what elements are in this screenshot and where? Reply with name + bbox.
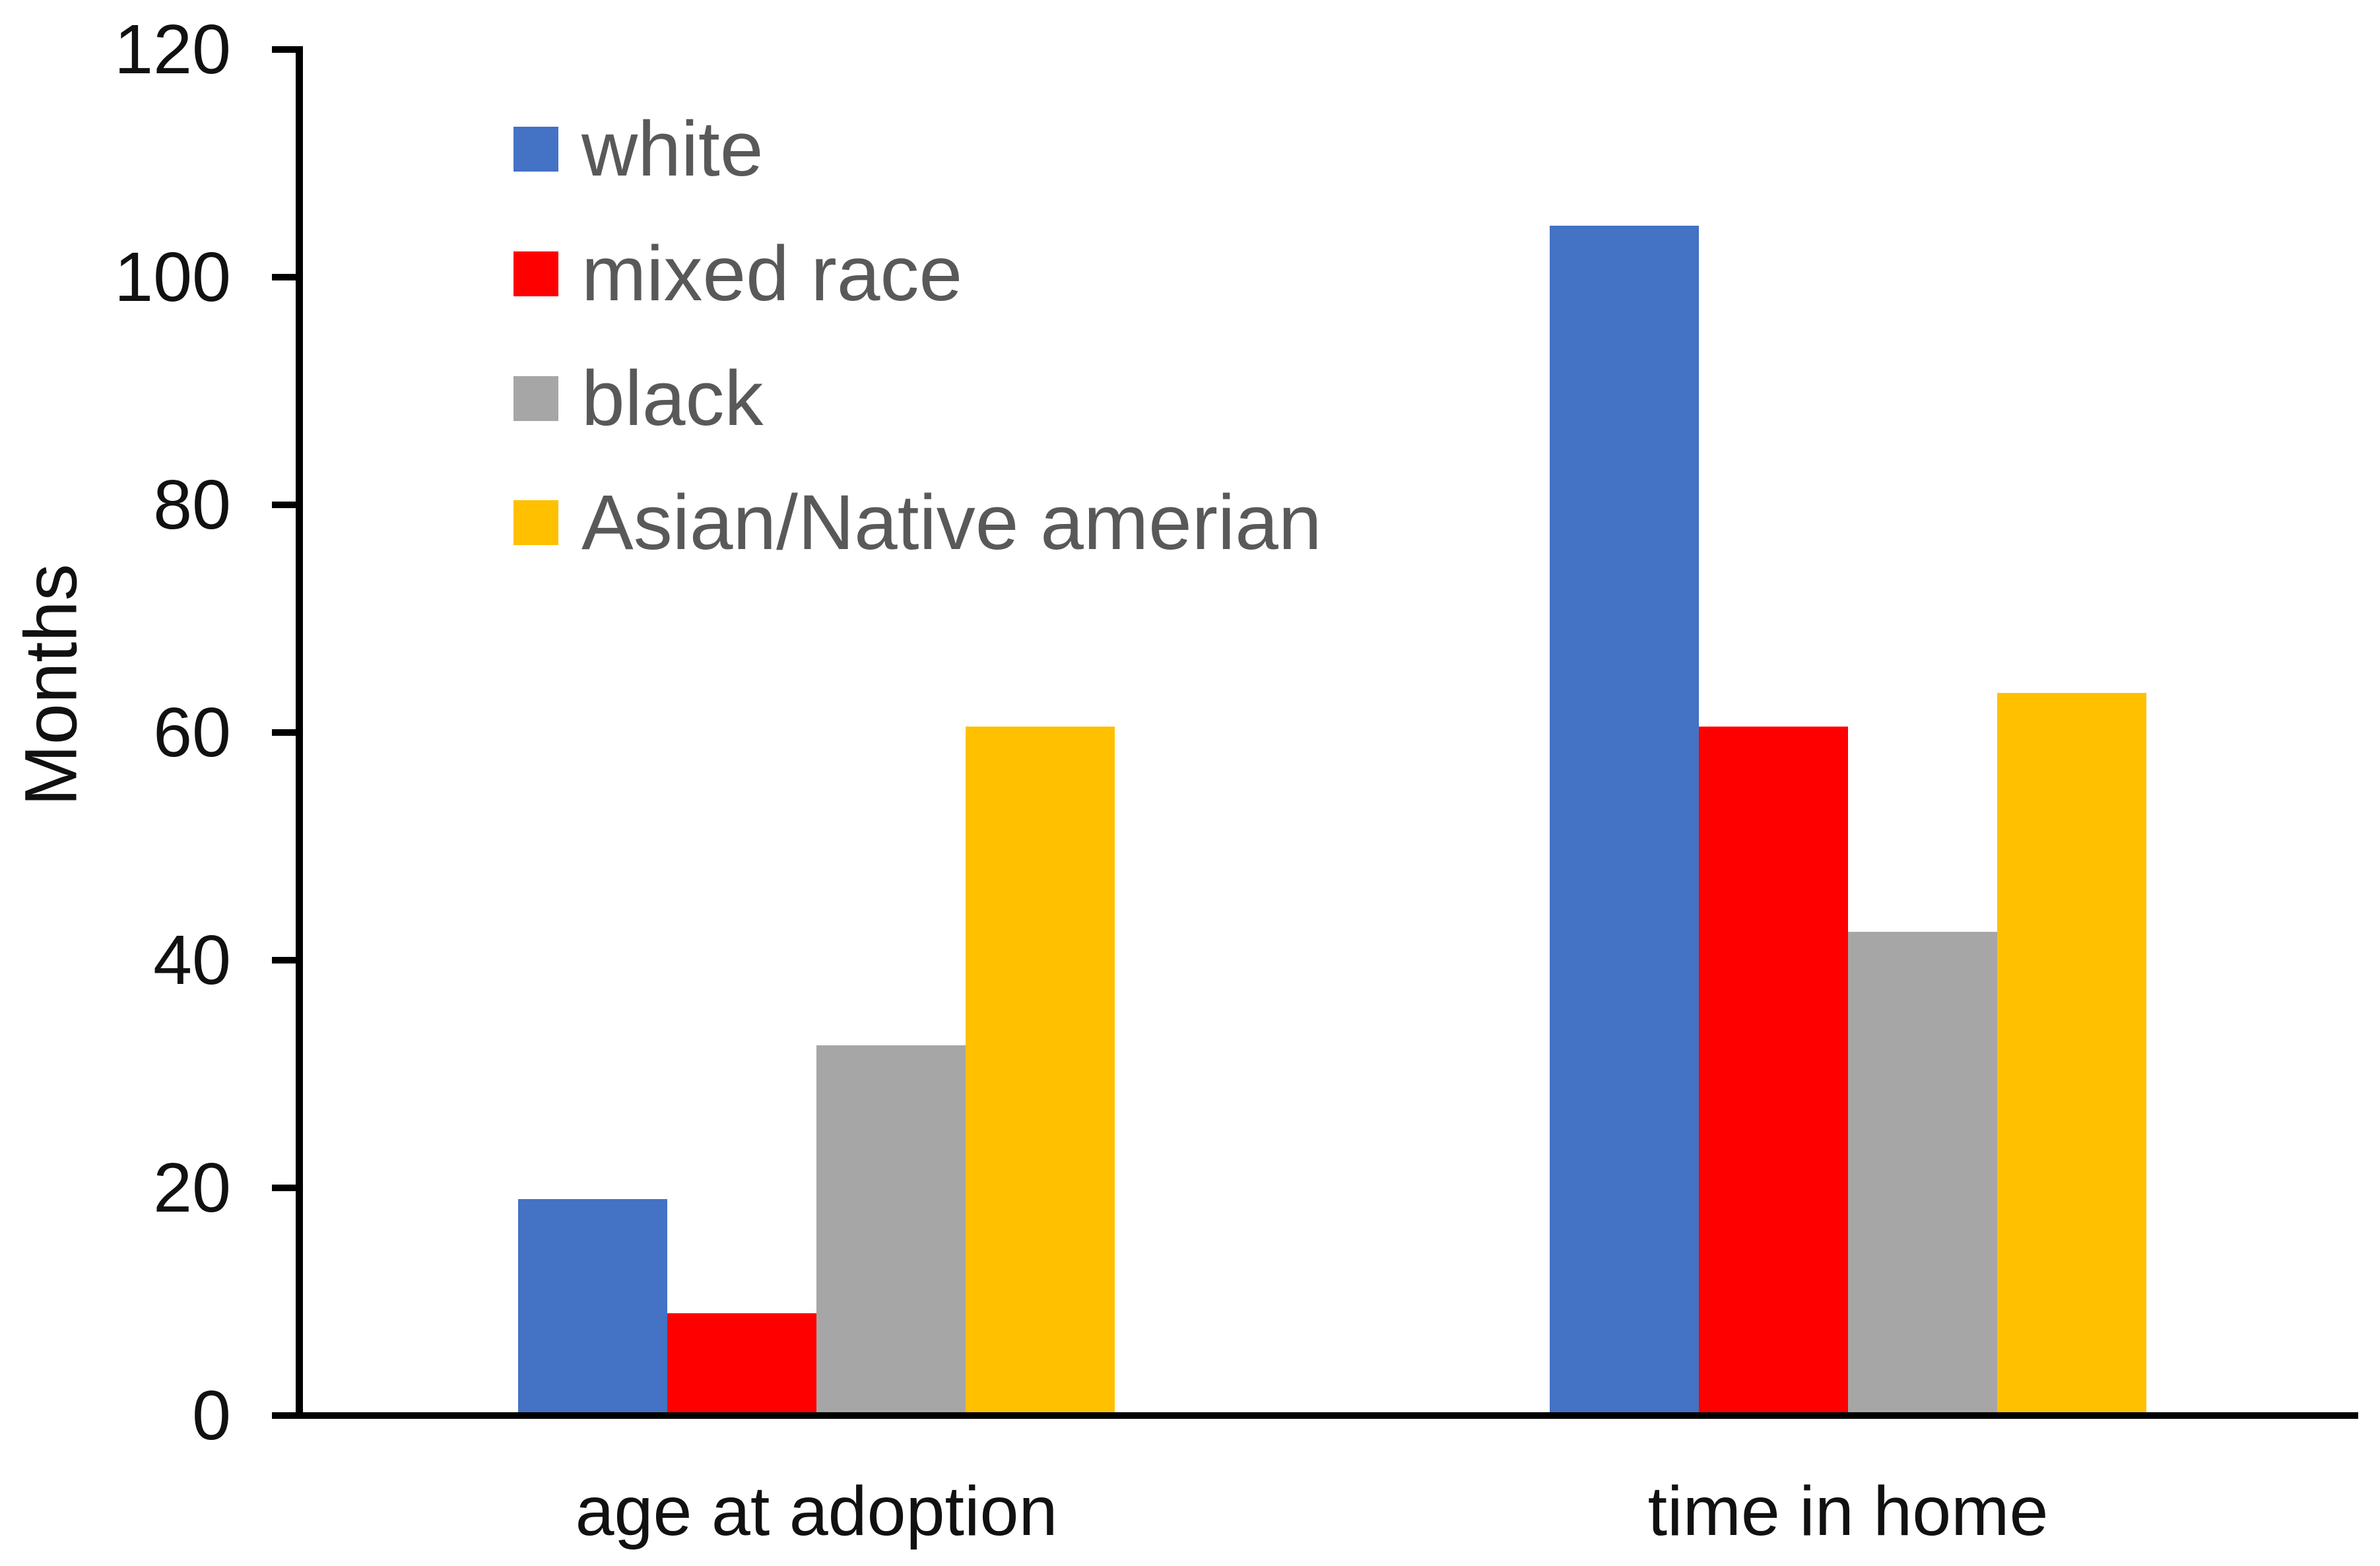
y-axis-tick-label: 120	[114, 11, 231, 88]
y-axis-tick-label: 100	[114, 238, 231, 316]
bar-asian-native-amerian-age-at-adoption	[966, 727, 1115, 1416]
legend-swatch-asian-native-amerian	[513, 500, 558, 545]
legend-swatch-black	[513, 376, 558, 421]
x-axis-category-label: age at adoption	[575, 1472, 1058, 1550]
y-axis-tick	[272, 502, 297, 508]
bar-black-time-in-home	[1848, 931, 1997, 1416]
y-axis-tick	[272, 1185, 297, 1191]
bar-asian-native-amerian-time-in-home	[1997, 692, 2146, 1416]
bar-mixed-race-time-in-home	[1699, 727, 1848, 1416]
y-axis-tick-label: 20	[153, 1149, 231, 1227]
y-axis-tick	[272, 274, 297, 280]
legend-label: mixed race	[581, 230, 963, 317]
y-axis-tick-label: 40	[153, 921, 231, 999]
bar-mixed-race-age-at-adoption	[667, 1313, 816, 1416]
bar-white-age-at-adoption	[518, 1199, 667, 1416]
y-axis-tick-label: 80	[153, 466, 231, 544]
y-axis-tick	[272, 46, 297, 53]
bar-white-time-in-home	[1550, 226, 1699, 1416]
y-axis-tick	[272, 1412, 297, 1419]
y-axis-line	[296, 46, 303, 1419]
legend-swatch-white	[513, 127, 558, 172]
legend-label: black	[581, 355, 764, 442]
y-axis-tick	[272, 729, 297, 736]
y-axis-tick-label: 60	[153, 694, 231, 771]
x-axis-line	[296, 1412, 2358, 1419]
y-axis-tick	[272, 957, 297, 963]
legend-swatch-mixed-race	[513, 251, 558, 296]
y-axis-tick-label: 0	[192, 1377, 231, 1454]
x-axis-category-label: time in home	[1647, 1472, 2049, 1550]
bar-black-age-at-adoption	[816, 1045, 966, 1416]
legend-label: Asian/Native amerian	[581, 479, 1322, 566]
legend-label: white	[581, 106, 764, 193]
